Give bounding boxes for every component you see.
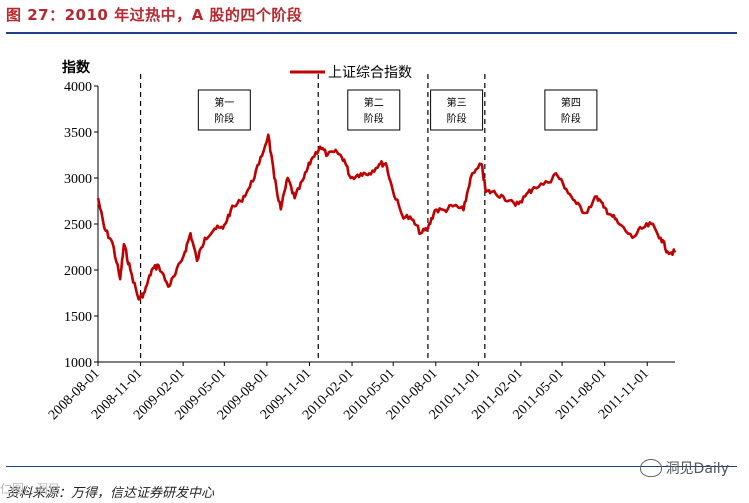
- stage-label-line2: 阶段: [214, 112, 234, 125]
- y-axis-label: 指数: [62, 59, 91, 76]
- y-tick-labels: 1000 1500 2000 2500 3000 3500 4000: [64, 80, 92, 371]
- stage-label-line2: 阶段: [447, 112, 467, 125]
- legend-label: 上证综合指数: [328, 65, 412, 81]
- series-line-shanghai-composite: [96, 133, 677, 301]
- series-layer: [96, 133, 677, 301]
- stage-label-line1: 第三: [447, 96, 467, 109]
- y-tick-label: 2000: [64, 264, 92, 279]
- watermark-left: 仁图：洞见: [0, 482, 61, 496]
- bottom-rule: [6, 466, 737, 467]
- wechat-icon: [639, 459, 662, 477]
- stage-label-line2: 阶段: [364, 112, 384, 125]
- stage-box-frame: [197, 89, 251, 131]
- stage-dividers: [139, 74, 486, 362]
- figure-title: 图 27：2010 年过热中，A 股的四个阶段: [6, 6, 303, 24]
- y-tick-label: 3500: [64, 126, 92, 141]
- watermark-right: 洞见Daily: [639, 458, 729, 478]
- source-note: 资料来源：万得，信达证券研发中心: [6, 486, 215, 501]
- legend: 上证综合指数: [290, 65, 412, 81]
- title-rule: [6, 32, 737, 34]
- stage-box-frame: [544, 89, 598, 131]
- stage-label-line1: 第四: [561, 96, 581, 109]
- y-tick-label: 1000: [64, 356, 92, 371]
- y-tick-label: 2500: [64, 218, 92, 233]
- stage-box-frame: [430, 89, 484, 131]
- y-tick-label: 3000: [64, 172, 92, 187]
- stage-label-line1: 第二: [364, 96, 384, 109]
- stage-label-line1: 第一: [214, 96, 234, 109]
- y-tick-label: 1500: [64, 310, 92, 325]
- chart-axes: [94, 85, 675, 366]
- watermark-right-text: 洞见Daily: [665, 461, 729, 477]
- stage-label-line2: 阶段: [561, 112, 581, 125]
- stage-box-frame: [347, 89, 401, 131]
- x-tick-labels: 2008-08-012008-11-012009-02-012009-05-01…: [46, 366, 652, 423]
- y-tick-label: 4000: [64, 80, 92, 95]
